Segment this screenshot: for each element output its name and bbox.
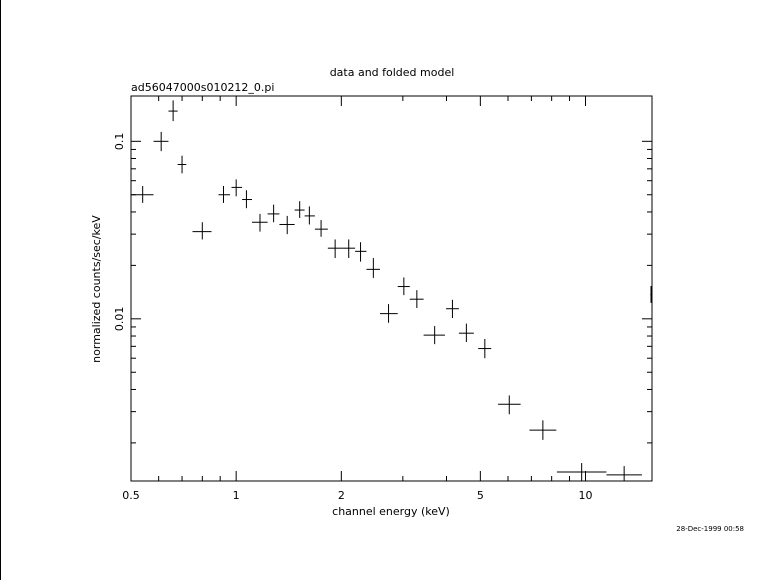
data-point <box>251 213 268 232</box>
data-point <box>446 299 459 319</box>
data-point <box>397 277 410 296</box>
data-point <box>423 326 445 345</box>
timestamp: 28-Dec-1999 00:58 <box>676 525 744 533</box>
data-point <box>556 463 607 481</box>
x-tick-label: 1 <box>233 489 240 502</box>
data-point <box>168 100 178 122</box>
data-point <box>409 290 424 309</box>
data-point <box>355 242 367 262</box>
data-point <box>267 204 280 223</box>
y-axis-label: normalized counts/sec/keV <box>90 215 103 363</box>
y-tick-labels: 0.1 0.01 <box>113 133 126 332</box>
data-point <box>304 206 315 225</box>
y-tick-label: 0.1 <box>113 133 126 151</box>
data-point <box>192 222 212 240</box>
data-point <box>294 201 305 218</box>
data-point <box>231 179 243 197</box>
data-point <box>342 239 356 259</box>
data-point <box>529 420 557 440</box>
data-point <box>650 286 652 303</box>
data-point <box>606 466 642 481</box>
data-point <box>177 155 187 174</box>
data-point <box>458 323 474 343</box>
chart-subtitle: ad56047000s010212_0.pi <box>131 81 274 94</box>
data-point <box>279 215 295 235</box>
x-minor-ticks <box>130 96 587 481</box>
x-tick-labels: 0.5 1 2 5 10 <box>122 489 592 502</box>
data-point <box>366 258 380 278</box>
x-tick-label: 0.5 <box>122 489 140 502</box>
data-point <box>498 395 521 415</box>
data-point <box>218 186 230 203</box>
data-point <box>131 186 154 203</box>
y-tick-label: 0.01 <box>113 307 126 332</box>
data-points <box>131 100 652 481</box>
y-minor-ticks <box>131 140 652 444</box>
plot-frame <box>130 95 653 482</box>
data-point <box>314 220 328 237</box>
data-point <box>379 304 398 323</box>
x-tick-label: 5 <box>477 489 484 502</box>
data-point <box>327 239 343 259</box>
data-point <box>478 338 492 359</box>
x-tick-label: 10 <box>579 489 593 502</box>
window-left-border <box>0 0 1 580</box>
chart-title: data and folded model <box>330 66 455 79</box>
data-point <box>242 190 252 209</box>
x-tick-label: 2 <box>338 489 345 502</box>
data-point <box>153 131 169 152</box>
x-axis-label: channel energy (keV) <box>332 505 450 518</box>
